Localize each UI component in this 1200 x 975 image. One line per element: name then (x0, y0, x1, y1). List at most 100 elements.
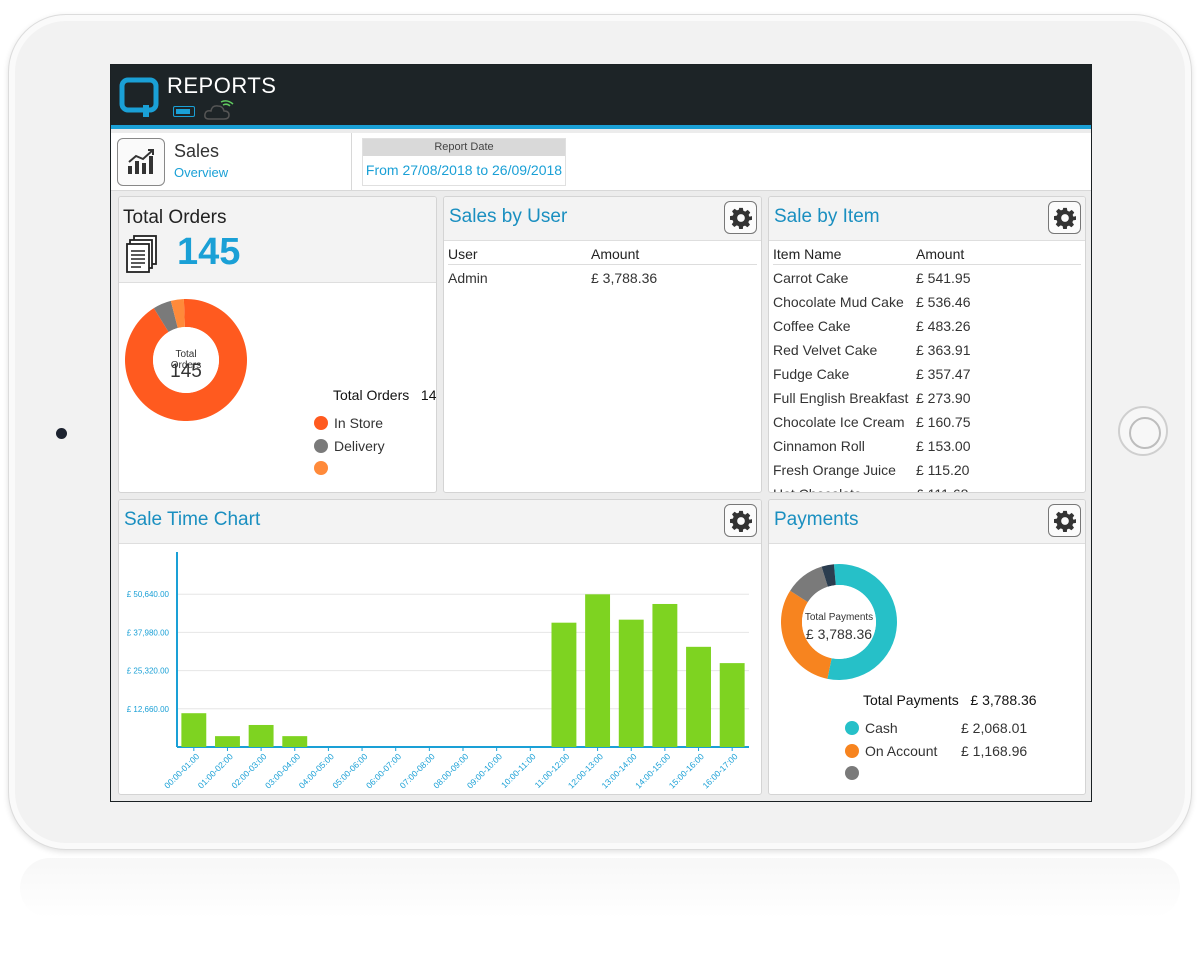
documents-icon (126, 235, 157, 273)
legend-item-in-store[interactable]: In Store (314, 415, 383, 431)
cell-amount: £ 273.90 (916, 390, 971, 406)
cell-amount: £ 541.95 (916, 270, 971, 286)
payments-center (802, 585, 876, 659)
x-tick-label: 16:00-17:00 (700, 751, 739, 790)
cell-item: Carrot Cake (773, 270, 849, 286)
legend-dot (314, 439, 328, 453)
table-row[interactable]: Admin £ 3,788.36 (448, 265, 757, 289)
orders-summary: Total Orders 145 (333, 387, 436, 403)
payments-donut-value: £ 3,788.36 (805, 626, 873, 642)
cell-amount: £ 111.68 (916, 481, 1081, 492)
cell-amount: £ 160.75 (916, 414, 971, 430)
bar-03:00-04:00[interactable] (282, 736, 308, 747)
payments-donut-chart (781, 564, 897, 680)
tablet-reflection (20, 858, 1180, 918)
payments-slice-1[interactable] (781, 590, 832, 679)
bar-11:00-12:00[interactable] (551, 622, 577, 747)
payments-settings-button[interactable] (1048, 504, 1081, 537)
sales-by-user-table: User Amount Admin £ 3,788.36 (448, 243, 757, 289)
orders-donut-label: Total Orders (170, 349, 202, 371)
sales-by-user-panel: Sales by User User Amount Admin £ 3,788.… (443, 196, 762, 493)
orders-summary-label: Total Orders (333, 387, 410, 403)
payments-summary-value: £ 3,788.36 (970, 692, 1037, 708)
legend-dot (314, 416, 328, 430)
cell-amount: £ 363.91 (916, 342, 971, 358)
payments-slice-2[interactable] (790, 566, 828, 603)
y-tick-label: £ 25,320.00 (127, 667, 170, 676)
cell-item: Red Velvet Cake (773, 342, 878, 358)
camera (56, 428, 67, 439)
bar-14:00-15:00[interactable] (652, 603, 678, 747)
column-header-user: User (448, 246, 478, 262)
payments-slice-3[interactable] (821, 564, 836, 587)
orders-slice-2[interactable] (170, 299, 185, 329)
report-date-selector[interactable]: Report Date From 27/08/2018 to 26/09/201… (362, 138, 566, 186)
table-row[interactable]: Cinnamon Roll £ 153.00 (773, 433, 1081, 457)
legend-label: Cash (865, 720, 898, 736)
bar-00:00-01:00[interactable] (181, 713, 207, 747)
table-row[interactable]: Chocolate Ice Cream £ 160.75 (773, 409, 1081, 433)
section-subtitle-link[interactable]: Overview (174, 165, 229, 180)
legend-dot (845, 721, 859, 735)
sale-by-item-settings-button[interactable] (1048, 201, 1081, 234)
column-header-amount: Amount (916, 246, 965, 262)
home-button[interactable] (1118, 406, 1168, 456)
legend-dot-partial (314, 461, 328, 475)
cell-amount: £ 115.20 (916, 462, 970, 478)
bar-15:00-16:00[interactable] (686, 646, 711, 747)
cell-item: Coffee Cake (773, 318, 851, 334)
app-title: REPORTS (167, 73, 277, 98)
cell-amount: £ 153.00 (916, 438, 971, 454)
cell-user: Admin (448, 270, 488, 286)
orders-center (153, 327, 219, 393)
cell-item: Chocolate Mud Cake (773, 294, 904, 310)
sale-by-item-panel: Sale by Item Item Name Amount Carrot Cak… (768, 196, 1086, 493)
gear-icon (729, 510, 752, 532)
table-row[interactable]: Red Velvet Cake £ 363.91 (773, 337, 1081, 361)
payments-summary: Total Payments £ 3,788.36 (863, 692, 1037, 708)
bar-12:00-13:00[interactable] (585, 594, 611, 747)
legend-item-on-account[interactable]: On Account £ 1,168.96 (845, 743, 1027, 759)
table-row[interactable]: Full English Breakfast £ 273.90 (773, 385, 1081, 409)
bar-13:00-14:00[interactable] (618, 619, 644, 747)
top-bar: REPORTS (111, 65, 1091, 129)
legend-item-delivery[interactable]: Delivery (314, 438, 385, 454)
bar-02:00-03:00[interactable] (248, 724, 274, 747)
total-orders-header: Total Orders 145 (119, 197, 436, 283)
y-tick-label: £ 12,660.00 (127, 705, 170, 714)
payments-slice-0[interactable] (827, 564, 897, 680)
legend-value: £ 1,168.96 (961, 743, 1028, 759)
orders-donut-chart (124, 299, 247, 421)
sale-time-chart-settings-button[interactable] (724, 504, 757, 537)
table-row[interactable]: Coffee Cake £ 483.26 (773, 313, 1081, 337)
orders-slice-1[interactable] (153, 300, 178, 332)
cell-item: Chocolate Ice Cream (773, 414, 905, 430)
gear-icon (1053, 207, 1076, 229)
sales-report-button[interactable] (117, 138, 165, 186)
cell-item: Cinnamon Roll (773, 438, 865, 454)
table-header: User Amount (448, 243, 757, 265)
bar-16:00-17:00[interactable] (719, 663, 745, 747)
table-row[interactable]: Fresh Orange Juice £ 115.20 (773, 457, 1081, 481)
table-row[interactable]: Carrot Cake £ 541.95 (773, 265, 1081, 289)
legend-item-cash[interactable]: Cash £ 2,068.01 (845, 720, 1027, 736)
sales-by-user-header: Sales by User (444, 197, 761, 241)
table-row[interactable]: Chocolate Mud Cake £ 536.46 (773, 289, 1081, 313)
table-row[interactable]: Hot Chocolate£ 111.68 (773, 481, 1081, 492)
table-row[interactable]: Fudge Cake £ 357.47 (773, 361, 1081, 385)
sales-by-user-title: Sales by User (449, 206, 568, 227)
sales-by-user-settings-button[interactable] (724, 201, 757, 234)
payments-summary-label: Total Payments (863, 692, 959, 708)
orders-donut-value: 145 (170, 361, 202, 382)
report-date-value[interactable]: From 27/08/2018 to 26/09/2018 (365, 162, 563, 178)
legend-label: In Store (334, 415, 384, 431)
bar-01:00-02:00[interactable] (215, 736, 240, 747)
gear-icon (729, 207, 752, 229)
y-tick-label: £ 37,980.00 (127, 628, 170, 637)
total-orders-title: Total Orders (123, 207, 227, 228)
orders-slice-0[interactable] (124, 299, 247, 421)
legend-value: £ 2,068.01 (961, 720, 1028, 736)
divider (351, 133, 352, 191)
sale-by-item-table: Item Name Amount Carrot Cake £ 541.95 Cho… (773, 243, 1081, 492)
table-header: Item Name Amount (773, 243, 1081, 265)
